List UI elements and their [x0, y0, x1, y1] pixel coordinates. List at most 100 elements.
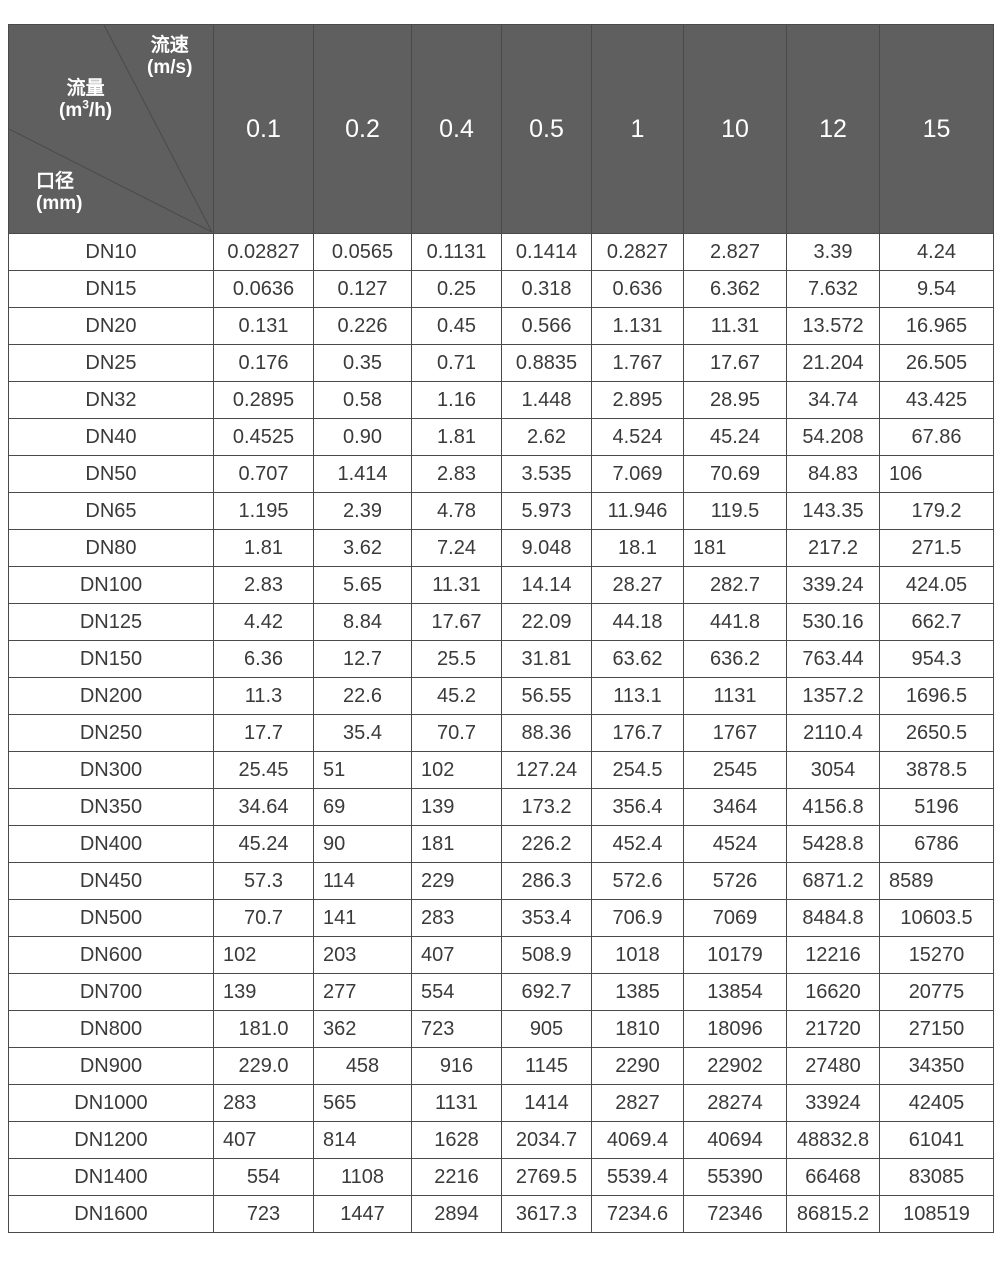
flow-value-cell: 3.39 [786, 233, 880, 271]
flow-value-cell: 6.36 [213, 640, 314, 678]
flow-value-cell: 5.973 [501, 492, 592, 530]
corner-velocity-unit: (m/s) [147, 57, 193, 79]
flow-value-cell: 3054 [786, 751, 880, 789]
flow-value-cell: 339.24 [786, 566, 880, 604]
flow-value-cell: 723 [213, 1195, 314, 1233]
flow-value-cell: 13854 [683, 973, 787, 1011]
flow-value-cell: 3.535 [501, 455, 592, 493]
row-header-diameter: DN80 [8, 529, 214, 567]
flow-value-cell: 114 [313, 862, 412, 900]
flow-value-cell: 0.71 [411, 344, 502, 382]
row-header-diameter: DN32 [8, 381, 214, 419]
flow-value-cell: 42405 [879, 1084, 994, 1122]
flow-value-cell: 51 [313, 751, 412, 789]
flow-value-cell: 11.3 [213, 677, 314, 715]
flow-value-cell: 2.39 [313, 492, 412, 530]
flow-rate-table: 流速 (m/s) 流量 (m3/h) 口径 (mm) 0.1 0.2 0.4 0… [8, 24, 994, 1233]
flow-value-cell: 4.78 [411, 492, 502, 530]
flow-value-cell: 8.84 [313, 603, 412, 641]
flow-value-cell: 173.2 [501, 788, 592, 826]
flow-value-cell: 1414 [501, 1084, 592, 1122]
flow-value-cell: 5.65 [313, 566, 412, 604]
flow-value-cell: 362 [313, 1010, 412, 1048]
flow-value-cell: 3.62 [313, 529, 412, 567]
flow-value-cell: 226.2 [501, 825, 592, 863]
table-row: DN1000 283 565 1131 1414 2827 28274 33924 42405 [8, 1084, 994, 1122]
flow-value-cell: 14.14 [501, 566, 592, 604]
corner-velocity-name: 流速 [150, 35, 189, 56]
flow-value-cell: 458 [313, 1047, 412, 1085]
flow-value-cell: 181 [411, 825, 502, 863]
flow-value-cell: 203 [313, 936, 412, 974]
flow-value-cell: 6786 [879, 825, 994, 863]
row-header-diameter: DN20 [8, 307, 214, 345]
flow-value-cell: 0.566 [501, 307, 592, 345]
flow-value-cell: 67.86 [879, 418, 994, 456]
flow-value-cell: 1018 [591, 936, 684, 974]
flow-value-cell: 31.81 [501, 640, 592, 678]
column-header-velocity-5: 10 [683, 24, 787, 234]
flow-value-cell: 636.2 [683, 640, 787, 678]
flow-value-cell: 0.1414 [501, 233, 592, 271]
flow-value-cell: 1131 [683, 677, 787, 715]
flow-value-cell: 5726 [683, 862, 787, 900]
flow-value-cell: 27480 [786, 1047, 880, 1085]
flow-value-cell: 7069 [683, 899, 787, 937]
flow-value-cell: 2.62 [501, 418, 592, 456]
flow-value-cell: 9.54 [879, 270, 994, 308]
flow-value-cell: 34350 [879, 1047, 994, 1085]
flow-value-cell: 16.965 [879, 307, 994, 345]
table-header: 流速 (m/s) 流量 (m3/h) 口径 (mm) 0.1 0.2 0.4 0… [8, 24, 994, 234]
corner-flow-name: 流量 [66, 78, 105, 99]
flow-value-cell: 34.64 [213, 788, 314, 826]
flow-value-cell: 9.048 [501, 529, 592, 567]
flow-value-cell: 0.636 [591, 270, 684, 308]
table-row: DN1200 407 814 1628 2034.7 4069.4 40694 48832.8… [8, 1121, 994, 1159]
flow-value-cell: 21720 [786, 1010, 880, 1048]
flow-value-cell: 11.31 [411, 566, 502, 604]
corner-flow-unit-exponent: 3 [82, 97, 89, 112]
row-header-diameter: DN500 [8, 899, 214, 937]
flow-value-cell: 283 [213, 1084, 314, 1122]
row-header-diameter: DN1600 [8, 1195, 214, 1233]
row-header-diameter: DN15 [8, 270, 214, 308]
flow-value-cell: 16620 [786, 973, 880, 1011]
flow-value-cell: 5196 [879, 788, 994, 826]
flow-value-cell: 2110.4 [786, 714, 880, 752]
flow-value-cell: 44.18 [591, 603, 684, 641]
table-row: DN10 0.02827 0.0565 0.1131 0.1414 0.2827 2.827… [8, 233, 994, 271]
column-header-velocity-0: 0.1 [213, 24, 314, 234]
flow-value-cell: 0.318 [501, 270, 592, 308]
flow-value-cell: 229.0 [213, 1047, 314, 1085]
flow-value-cell: 4.42 [213, 603, 314, 641]
flow-value-cell: 11.31 [683, 307, 787, 345]
flow-value-cell: 254.5 [591, 751, 684, 789]
flow-value-cell: 0.58 [313, 381, 412, 419]
flow-value-cell: 13.572 [786, 307, 880, 345]
flow-value-cell: 90 [313, 825, 412, 863]
flow-value-cell: 45.24 [213, 825, 314, 863]
row-header-diameter: DN100 [8, 566, 214, 604]
row-header-diameter: DN1400 [8, 1158, 214, 1196]
flow-value-cell: 1.414 [313, 455, 412, 493]
column-header-velocity-4: 1 [591, 24, 684, 234]
flow-value-cell: 57.3 [213, 862, 314, 900]
flow-value-cell: 2.83 [213, 566, 314, 604]
column-header-velocity-3: 0.5 [501, 24, 592, 234]
flow-value-cell: 61041 [879, 1121, 994, 1159]
table-row: DN1600 723 1447 2894 3617.3 7234.6 72346 86815.… [8, 1195, 994, 1233]
flow-value-cell: 407 [213, 1121, 314, 1159]
flow-value-cell: 572.6 [591, 862, 684, 900]
flow-value-cell: 723 [411, 1010, 502, 1048]
flow-value-cell: 554 [411, 973, 502, 1011]
flow-value-cell: 15270 [879, 936, 994, 974]
corner-label-flow: 流量 (m3/h) [59, 78, 112, 122]
flow-value-cell: 33924 [786, 1084, 880, 1122]
flow-value-cell: 179.2 [879, 492, 994, 530]
flow-value-cell: 282.7 [683, 566, 787, 604]
flow-value-cell: 2.83 [411, 455, 502, 493]
flow-value-cell: 40694 [683, 1121, 787, 1159]
column-header-velocity-6: 12 [786, 24, 880, 234]
table-row: DN300 25.45 51 102 127.24 254.5 2545 3054 3878.5 [8, 751, 994, 789]
flow-value-cell: 1145 [501, 1047, 592, 1085]
